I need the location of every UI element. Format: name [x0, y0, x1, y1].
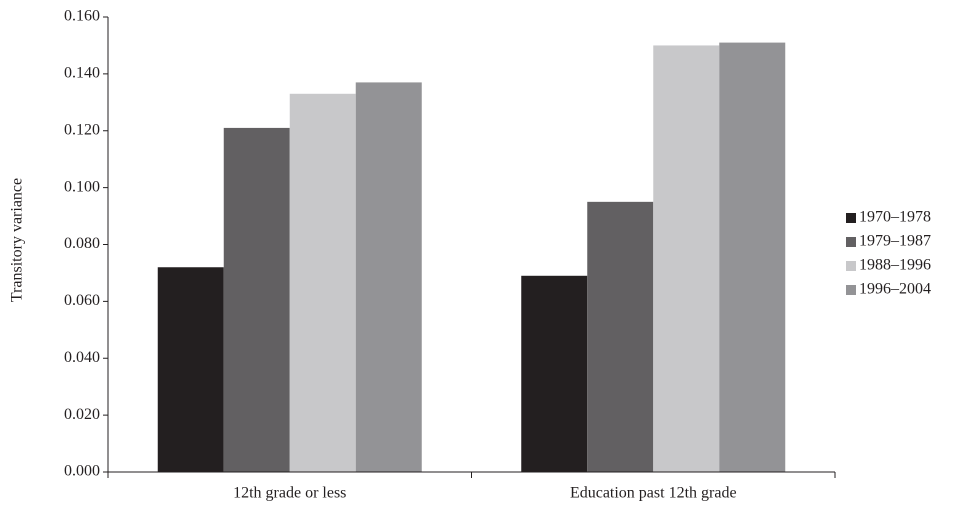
bar	[521, 275, 588, 472]
legend-swatch	[846, 261, 856, 271]
legend-swatch	[846, 213, 856, 223]
bar	[157, 267, 224, 472]
x-tick-label: Education past 12th grade	[570, 485, 737, 502]
y-tick-label: 0.060	[64, 292, 100, 309]
bar	[355, 82, 422, 472]
y-tick-label: 0.160	[64, 8, 100, 25]
bar	[587, 201, 654, 472]
bar	[289, 93, 356, 472]
legend-label: 1996–2004	[859, 281, 931, 298]
bar	[653, 45, 720, 472]
y-tick-label: 0.000	[64, 463, 100, 480]
y-tick-label: 0.120	[64, 121, 100, 138]
y-axis-label: Transitory variance	[9, 178, 26, 302]
legend-label: 1988–1996	[859, 257, 931, 274]
x-tick-label: 12th grade or less	[233, 485, 346, 502]
y-tick-label: 0.140	[64, 65, 100, 82]
y-tick-label: 0.100	[64, 178, 100, 195]
legend-label: 1979–1987	[859, 233, 931, 250]
bar	[719, 42, 786, 472]
bar	[223, 127, 290, 472]
y-tick-label: 0.080	[64, 235, 100, 252]
y-tick-label: 0.040	[64, 349, 100, 366]
legend-swatch	[846, 237, 856, 247]
legend-swatch	[846, 285, 856, 295]
y-tick-label: 0.020	[64, 406, 100, 423]
legend-label: 1970–1978	[859, 209, 931, 226]
